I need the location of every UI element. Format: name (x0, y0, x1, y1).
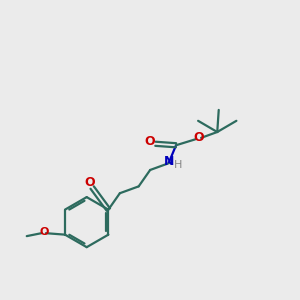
Text: O: O (145, 135, 155, 148)
Text: O: O (194, 131, 204, 144)
Text: H: H (174, 160, 182, 170)
Text: N: N (164, 155, 174, 168)
Text: O: O (85, 176, 95, 189)
Text: O: O (40, 227, 49, 237)
